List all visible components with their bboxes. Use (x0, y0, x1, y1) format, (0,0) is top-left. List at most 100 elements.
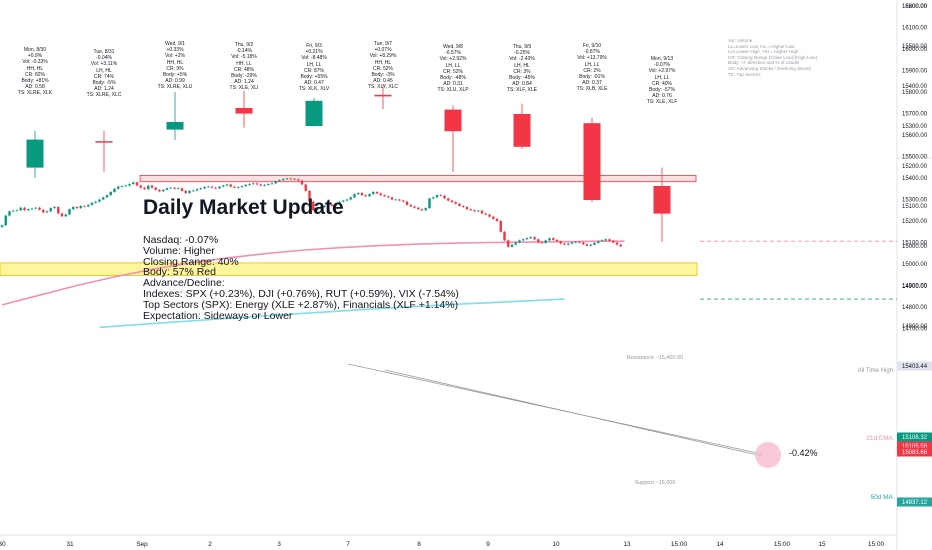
daily-summary-line: +0.33% (166, 47, 184, 54)
daily-summary-line: CR: 9% (166, 65, 184, 72)
daily-summary-line: LH, LL (584, 61, 600, 68)
daily-summary-line: Wed, 9/8 (443, 44, 463, 50)
daily-summary-line: TS: XLY, XLC (367, 84, 399, 91)
candle-body (600, 240, 604, 242)
daily-summary-line: AD: 0.84 (512, 81, 532, 88)
daily-summary-line: Thu, 9/9 (512, 44, 532, 50)
daily-summary-line: +0.07% (374, 47, 392, 54)
y-tick-label: 15500.00 (902, 155, 928, 161)
candle-body (439, 195, 442, 196)
candle-body (132, 182, 135, 185)
daily-summary-line: TS: XLRE, XLU (157, 84, 193, 91)
candle-body (518, 240, 521, 243)
daily-summary-line: Body: +5% (162, 72, 188, 79)
candle-body (394, 199, 397, 201)
y-tick-label-upper: 15200.00 (902, 164, 928, 170)
candle-body (192, 190, 195, 192)
daily-summary-line: LH, LL (654, 74, 670, 81)
candle-body (312, 201, 315, 211)
candle-body (604, 239, 607, 241)
daily-summary-line: Vol: +2% (165, 53, 185, 60)
ma50-line (99, 298, 565, 329)
candle-body (83, 205, 86, 207)
candle-body (285, 178, 289, 180)
candle-body (109, 191, 112, 196)
x-tick-label: 31 (66, 541, 74, 548)
candle-body (417, 207, 420, 210)
daily-candle-body (444, 109, 462, 132)
projected-change-label: -0.42% (789, 448, 818, 458)
candle-body (585, 244, 589, 246)
price-tag-bg (897, 432, 932, 442)
ath-label: All Time High (858, 368, 893, 374)
candle-body (462, 205, 465, 208)
candle-body (342, 200, 345, 202)
note-line: Top Sectors (SPX): Energy (XLE +2.87%), … (143, 298, 459, 311)
daily-summary-line: TS: XLE, XLI (229, 85, 259, 92)
legend-line: AD: Advancing Stocks / Declining Stocks (728, 65, 811, 71)
daily-summary-line: Mon, 8/30 (23, 47, 47, 53)
daily-candle-body (26, 139, 44, 168)
candle-body (117, 186, 120, 189)
candle-body (19, 207, 22, 211)
candle-body (435, 195, 439, 198)
abbreviation-legend: Vol: Volume LL=Lower Low, HL = Higher Low… (728, 38, 817, 77)
x-tick-label: 9 (486, 541, 490, 548)
daily-summary-line: -0.14% (236, 48, 252, 55)
candle-body (267, 184, 270, 185)
daily-summary-line: -0.07% (654, 62, 670, 69)
daily-summary-line: AD: 0.58 (25, 84, 45, 91)
candle-body (34, 207, 37, 209)
candle-body (113, 188, 116, 192)
candle-body (15, 210, 19, 212)
daily-summary-line: AD: 1.24 (94, 86, 114, 93)
daily-summary-line: HH, LL (236, 60, 252, 67)
candle-body (507, 240, 510, 247)
legend-line: Body: +/- direction and % of candle (728, 60, 800, 66)
candle-body (450, 200, 454, 203)
candle-body (207, 186, 210, 188)
candle-body (180, 188, 184, 191)
candle-body (98, 199, 101, 202)
daily-summary-line: CR: 48% (233, 66, 254, 73)
y-tick-label-upper: 15300.00 (902, 124, 928, 130)
daily-summary-line: Body: -3% (371, 72, 395, 79)
daily-summary-line: Vol: -8.48% (301, 55, 327, 62)
y-tick-label: 15100.00 (902, 241, 928, 247)
candle-body (510, 244, 514, 247)
candle-body (597, 241, 600, 243)
candle-body (360, 193, 364, 196)
candle-body (540, 242, 544, 244)
daily-summary-line: LH, HL (96, 67, 112, 74)
candle-body (390, 197, 394, 200)
daily-summary: Mon, 9/13 -0.07% Vol: +2.97% LH, LL CR: 40% B… (632, 56, 692, 106)
daily-summary-line: CR: 52% (372, 65, 393, 72)
candle-body (533, 237, 536, 240)
x-tick-label: 13 (623, 541, 631, 548)
candle-body (383, 195, 386, 197)
daily-summary-line: Tue, 9/7 (373, 41, 393, 47)
daily-summary-line: -0.04% (96, 55, 112, 62)
y-tick-label: 14700.00 (902, 327, 928, 333)
daily-summary-line: TS: XLRE, XLC (86, 92, 122, 99)
candle-body (522, 239, 525, 241)
candle-body (53, 207, 56, 209)
candle-body (255, 183, 259, 185)
daily-summary-line: AD: 0.45 (373, 78, 393, 85)
daily-summary-line: -0.57% (445, 50, 461, 57)
x-tick-label: 3 (277, 541, 281, 548)
candle-body (282, 179, 285, 181)
ema21-line (1, 240, 625, 306)
legend-line: TS: Top Sectors (728, 71, 761, 77)
daily-summary-line: HH, HL (374, 59, 392, 66)
trend-line-lower (384, 369, 763, 457)
candle-body (188, 190, 191, 194)
y-tick-label-upper: 15000.00 (902, 244, 928, 250)
y-tick-label-upper: 14800.00 (902, 324, 928, 330)
candle-body (379, 193, 382, 196)
daily-summary-line: Mon, 9/13 (650, 56, 674, 62)
candle-body (578, 241, 581, 243)
daily-summary-line: Tue, 8/31 (93, 49, 115, 55)
note-line: Volume: Higher (143, 244, 215, 257)
